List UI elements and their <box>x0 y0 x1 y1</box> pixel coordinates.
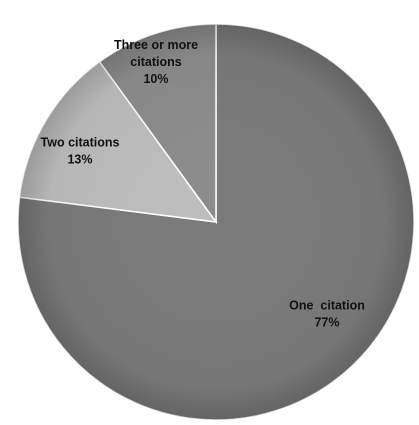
pie-labels: One citation 77% Two citations 13% Three or … <box>41 38 365 330</box>
pie-label-one-citation: One citation 77% <box>289 299 365 330</box>
pie-slices <box>17 23 415 421</box>
pie-label-three-or-more-citations: Three or more citations 10% <box>114 38 198 86</box>
pie-label-two-citations: Two citations 13% <box>41 136 120 167</box>
